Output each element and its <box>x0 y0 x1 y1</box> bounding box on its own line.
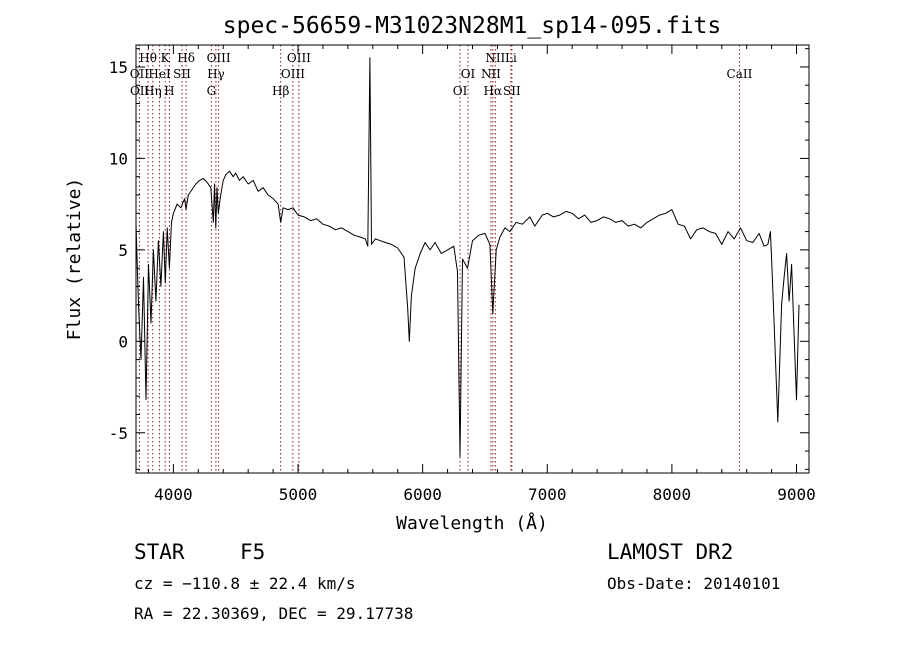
line-label-2: OII <box>130 84 150 98</box>
x-tick-label: 7000 <box>528 485 567 504</box>
object-class: STAR <box>134 540 185 564</box>
line-label-8: Hδ <box>177 51 195 65</box>
line-label-4: HeI <box>148 67 171 81</box>
line-label-1: OII <box>130 67 150 81</box>
line-label-12: Hβ <box>272 84 289 98</box>
y-axis: -5 0 5 10 15 <box>109 48 809 470</box>
object-subclass: F5 <box>240 540 266 564</box>
line-label-21: SII <box>503 84 521 98</box>
x-tick-label: 8000 <box>653 485 692 504</box>
x-axis: 4000 5000 6000 7000 8000 9000 <box>147 45 816 504</box>
survey-name: LAMOST DR2 <box>607 540 734 564</box>
redshift-velocity: cz = −110.8 ± 22.4 km/s <box>134 574 356 593</box>
line-label-5: K <box>161 51 171 65</box>
line-label-0: Hθ <box>139 51 157 65</box>
sky-coordinates: RA = 22.30369, DEC = 29.17738 <box>134 604 414 623</box>
y-tick-label: 15 <box>109 58 128 77</box>
plot-frame <box>135 44 810 474</box>
y-tick-label: -5 <box>109 424 128 443</box>
chart-title: spec-56659-M31023N28M1_sp14-095.fits <box>223 13 722 39</box>
line-label-19: NII <box>481 67 501 81</box>
line-label-9: OIII <box>207 51 231 65</box>
line-label-14: OIII <box>281 67 305 81</box>
line-label-18: Li <box>505 51 517 65</box>
line-label-17: NII <box>485 51 505 65</box>
x-tick-label: 5000 <box>279 485 318 504</box>
line-label-22: CaII <box>727 67 753 81</box>
x-axis-label: Wavelength (Å) <box>396 512 548 534</box>
y-tick-label: 5 <box>118 241 128 260</box>
emission-line-markers <box>138 45 740 473</box>
line-label-20: Hα <box>484 84 503 98</box>
observation-date: Obs-Date: 20140101 <box>607 574 781 593</box>
y-axis-label: Flux (relative) <box>64 178 85 341</box>
line-label-10: Hγ <box>207 67 225 81</box>
x-tick-label: 6000 <box>403 485 442 504</box>
line-label-11: G <box>207 84 217 98</box>
line-label-7: SII <box>173 67 191 81</box>
line-label-6: H <box>164 84 174 98</box>
y-tick-label: 10 <box>109 149 128 168</box>
line-label-13: OIII <box>287 51 311 65</box>
line-label-3: Hη <box>144 84 162 98</box>
spectrum-line <box>135 57 800 457</box>
line-label-15: OI <box>461 67 476 81</box>
line-label-16: OI <box>453 84 468 98</box>
x-tick-label: 4000 <box>154 485 193 504</box>
x-tick-label: 9000 <box>777 485 816 504</box>
y-tick-label: 0 <box>118 332 128 351</box>
